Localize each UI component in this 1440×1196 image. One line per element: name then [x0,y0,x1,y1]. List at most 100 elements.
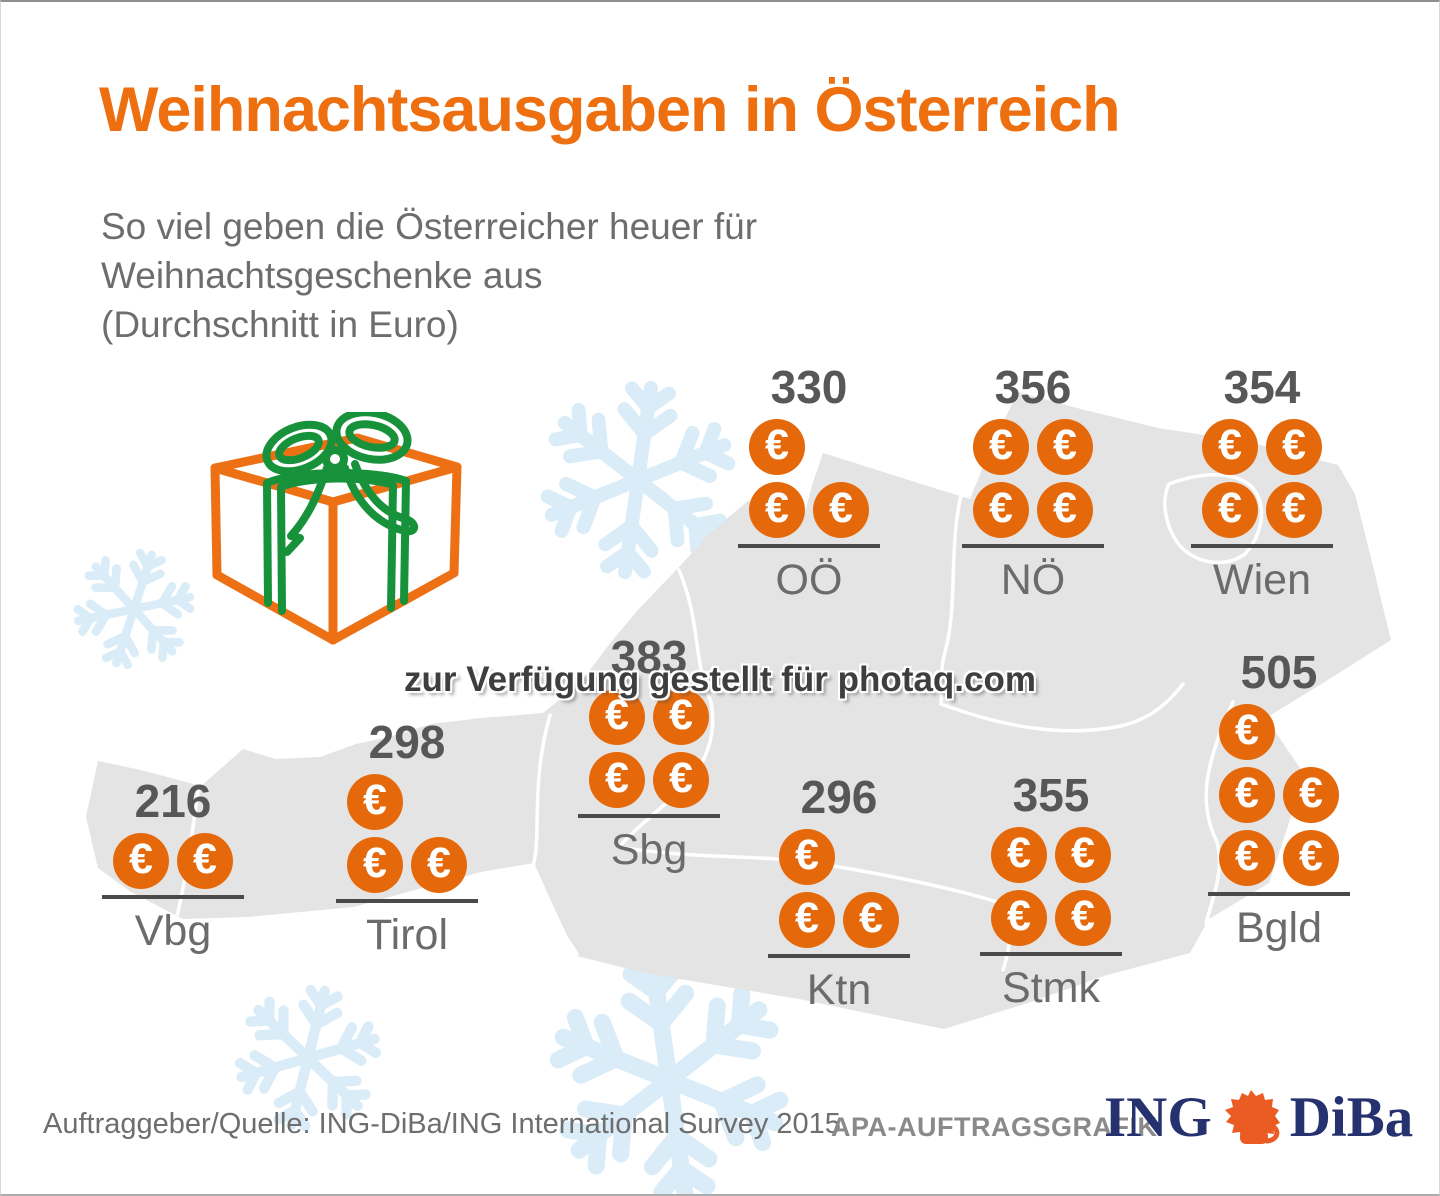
coin-row: € € [113,833,233,889]
euro-symbol: € [1071,829,1095,877]
underline [1191,544,1333,548]
euro-coin-icon: € [589,689,645,745]
euro-coin-icon: € [843,892,899,948]
euro-coin-icon: € [779,829,835,885]
logo-text-diba: DiBa [1289,1085,1414,1149]
euro-coin-icon: € [1055,827,1111,883]
euro-symbol: € [1007,829,1031,877]
euro-symbol: € [605,754,629,802]
euro-coin-icon: € [779,892,835,948]
region-value: 356 [994,361,1072,413]
region-label: Vbg [134,907,212,955]
subtitle-line-1: So viel geben die Österreicher heuer für [101,206,758,247]
euro-symbol: € [427,839,451,887]
region-value: 505 [1240,646,1318,698]
coin-stack: € € [113,833,233,889]
euro-symbol: € [795,894,819,942]
euro-symbol: € [829,484,853,532]
subtitle-line-2: Weihnachtsgeschenke aus [101,255,543,296]
coin-row: € € [779,892,899,948]
coin-stack: € € € € [1202,419,1322,538]
euro-symbol: € [1053,421,1077,469]
coin-row: € [347,774,467,830]
ing-diba-logo: ING DiBa [1104,1088,1413,1146]
euro-coin-icon: € [177,833,233,889]
coin-stack: € € € € € [1219,704,1339,886]
euro-symbol: € [669,754,693,802]
region-label: Tirol [365,911,448,959]
coin-row: € € [1219,767,1339,823]
euro-symbol: € [605,691,629,739]
euro-symbol: € [1282,484,1306,532]
region-label: NÖ [1000,556,1066,604]
page-title: Weihnachtsausgaben in Österreich [99,75,1121,145]
euro-coin-icon: € [749,419,805,475]
euro-symbol: € [193,835,217,883]
underline [578,814,720,818]
coin-stack: € € € € [973,419,1093,538]
euro-symbol: € [1007,892,1031,940]
euro-symbol: € [765,421,789,469]
underline [1208,892,1350,896]
euro-symbol: € [1299,832,1323,880]
euro-symbol: € [765,484,789,532]
euro-coin-icon: € [1202,482,1258,538]
region-value: 383 [610,631,688,683]
underline [738,544,880,548]
euro-coin-icon: € [347,837,403,893]
lion-icon [1224,1090,1280,1144]
euro-symbol: € [1218,484,1242,532]
region-value: 355 [1012,769,1090,821]
euro-symbol: € [363,839,387,887]
euro-coin-icon: € [653,689,709,745]
region-label: Sbg [610,826,688,874]
underline [980,952,1122,956]
euro-symbol: € [1299,769,1323,817]
underline [768,954,910,958]
region-value: 330 [770,361,848,413]
euro-coin-icon: € [1219,704,1275,760]
underline [336,899,478,903]
region-label: Ktn [806,966,872,1014]
region-label: OÖ [775,556,843,604]
euro-coin-icon: € [1219,767,1275,823]
coin-row: € [1219,704,1339,760]
euro-coin-icon: € [1283,767,1339,823]
euro-coin-icon: € [1283,830,1339,886]
coin-row: € [749,419,869,475]
coin-row: € € [347,837,467,893]
region-label: Stmk [1002,964,1100,1012]
euro-coin-icon: € [1202,419,1258,475]
watermark: zur Verfügung gestellt für photaq.com [404,660,1036,699]
region-value: 354 [1223,361,1301,413]
credit-text: APA-AUFTRAGSGRAFIK [831,1112,1158,1142]
euro-coin-icon: € [1266,482,1322,538]
euro-coin-icon: € [1037,419,1093,475]
coin-row: € € [589,689,709,745]
coin-row: € € [991,890,1111,946]
coin-row: € € [991,827,1111,883]
euro-coin-icon: € [973,482,1029,538]
euro-symbol: € [1218,421,1242,469]
euro-symbol: € [363,776,387,824]
coin-row: € € [973,419,1093,475]
euro-symbol: € [1282,421,1306,469]
underline [102,895,244,899]
euro-symbol: € [129,835,153,883]
underline [962,544,1104,548]
region-label: Wien [1213,556,1311,604]
coin-stack: € € € € [589,689,709,808]
euro-coin-icon: € [653,752,709,808]
coin-row: € € [1202,419,1322,475]
region-label: Bgld [1235,904,1323,952]
source-text: Auftraggeber/Quelle: ING-DiBa/ING Intern… [43,1108,841,1140]
euro-symbol: € [989,484,1013,532]
coin-row: € [779,829,899,885]
euro-symbol: € [989,421,1013,469]
logo-text-ing: ING [1104,1085,1212,1149]
subtitle: So viel geben die Österreicher heuer für… [101,202,757,349]
euro-coin-icon: € [991,827,1047,883]
euro-coin-icon: € [991,890,1047,946]
euro-coin-icon: € [813,482,869,538]
